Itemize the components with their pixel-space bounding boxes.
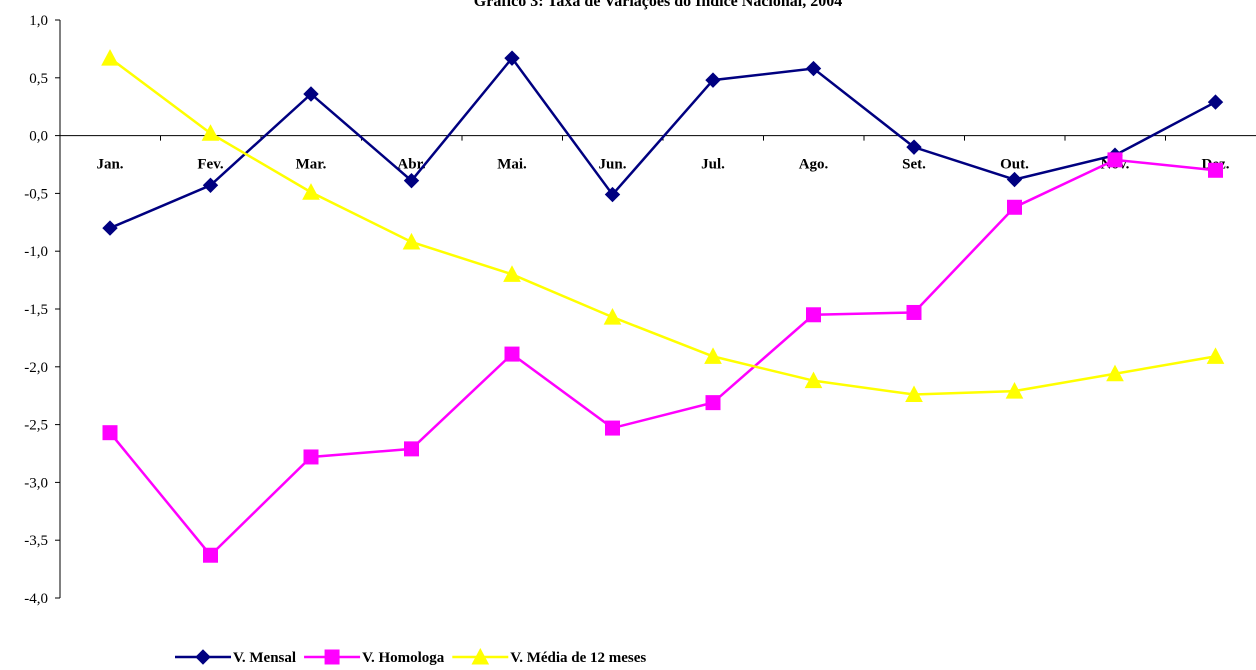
data-point — [1006, 171, 1023, 188]
data-point — [604, 186, 621, 203]
x-tick-label: Ago. — [799, 157, 829, 173]
data-point — [603, 308, 622, 325]
x-tick-label: Mar. — [296, 157, 327, 173]
data-point — [402, 232, 421, 250]
x-tick-label: Set. — [902, 157, 926, 173]
data-point — [705, 395, 721, 411]
series-3 — [101, 49, 1225, 403]
series-2 — [102, 152, 1223, 563]
series-line — [109, 158, 1216, 558]
x-tick-label: Mai. — [497, 157, 527, 173]
series-1 — [102, 50, 1224, 236]
data-point — [203, 547, 218, 563]
data-point — [804, 371, 823, 389]
data-point — [704, 347, 722, 364]
x-tick-label: Jun. — [599, 157, 627, 173]
y-tick-label: -3,5 — [24, 533, 48, 549]
data-point — [504, 50, 520, 66]
y-tick-label: 0,5 — [29, 71, 48, 87]
series-line — [109, 57, 1216, 396]
y-tick-label: -0,5 — [24, 186, 48, 202]
y-tick-label: -3,0 — [24, 475, 48, 491]
x-tick-label: Abr. — [397, 157, 425, 173]
legend-item: V. Média de 12 meses — [452, 647, 646, 666]
legend-label: V. Homologa — [362, 650, 445, 666]
data-point — [1206, 347, 1225, 364]
y-tick-label: 1,0 — [29, 13, 48, 29]
legend-label: V. Média de 12 meses — [510, 650, 646, 666]
legend: V. Mensal V. Homologa V. Média de 12 meses — [175, 647, 646, 666]
y-tick-label: -1,5 — [24, 302, 48, 318]
data-point — [1106, 364, 1124, 382]
data-point — [303, 449, 319, 465]
series-layer — [101, 49, 1225, 563]
data-point — [404, 441, 419, 457]
x-tick-label: Jul. — [701, 157, 725, 173]
data-point — [805, 60, 822, 77]
data-point — [605, 420, 620, 436]
data-point — [906, 304, 922, 320]
data-point — [906, 139, 922, 155]
data-point — [504, 346, 520, 362]
x-tick-label: Jan. — [96, 157, 123, 173]
data-point — [201, 124, 220, 141]
data-point — [101, 49, 119, 66]
y-tick-label: -2,5 — [24, 418, 48, 434]
data-point — [1207, 94, 1224, 110]
data-point — [302, 183, 320, 200]
y-tick-label: -4,0 — [24, 591, 48, 607]
y-tick-label: 0,0 — [29, 129, 48, 145]
y-axis: 1,0 0,5 0,0 -0,5 -1,0 -1,5 -2,0 -2,5 -3,0 -3,5 -4,… — [24, 13, 61, 607]
y-tick-label: -2,0 — [24, 360, 48, 376]
data-point — [705, 72, 721, 88]
data-point — [102, 425, 118, 441]
legend-label: V. Mensal — [233, 650, 296, 666]
data-point — [806, 307, 821, 323]
data-point — [1107, 152, 1123, 168]
data-point — [1208, 162, 1223, 178]
data-point — [202, 177, 219, 194]
y-tick-label: -1,0 — [24, 244, 48, 260]
legend-swatch-marker — [195, 649, 211, 665]
x-tick-label: Fev. — [197, 157, 223, 173]
x-tick-label: Out. — [1000, 157, 1029, 173]
legend-item: V. Homologa — [304, 649, 445, 666]
data-point — [403, 172, 420, 189]
data-point — [1007, 199, 1022, 215]
data-point — [905, 385, 923, 403]
series-line — [109, 56, 1217, 230]
chart-title: Gráfico 3: Taxa de Variações do Índice N… — [474, 0, 842, 10]
data-point — [102, 220, 118, 236]
data-point — [303, 86, 319, 102]
legend-swatch-marker — [324, 649, 340, 665]
data-point — [1005, 382, 1024, 399]
legend-swatch-marker — [471, 647, 490, 665]
data-point — [503, 265, 521, 282]
legend-item: V. Mensal — [175, 649, 296, 666]
